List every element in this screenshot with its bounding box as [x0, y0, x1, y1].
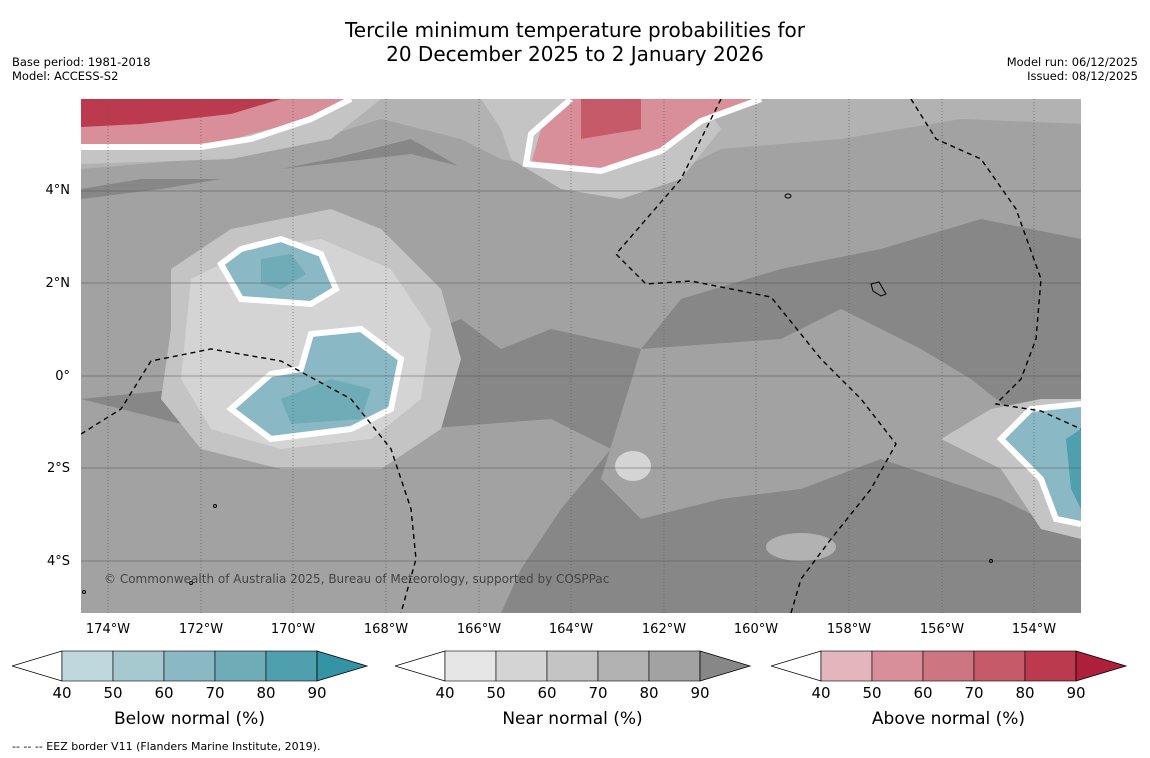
- colorbar-tick-label: 50: [486, 684, 506, 702]
- colorbar-graphic: [769, 650, 1128, 682]
- lon-label: 174°W: [85, 622, 131, 637]
- islands: [82, 193, 993, 594]
- colorbar-tick-label: 90: [307, 684, 327, 702]
- colorbar-segment: [546, 650, 599, 682]
- lon-label: 166°W: [456, 622, 502, 637]
- colorbar-segment: [820, 650, 873, 682]
- below-normal-boundary: [996, 401, 1081, 527]
- lat-label: 4°S: [46, 554, 70, 569]
- near-normal-70-patch: [766, 533, 836, 561]
- colorbar-segment: [214, 650, 267, 682]
- colorbar-tick-label: 40: [811, 684, 831, 702]
- lon-label: 160°W: [733, 622, 779, 637]
- colorbar-segment: [444, 650, 497, 682]
- near-normal-50-patch: [615, 451, 651, 481]
- near-normal-80-region: [601, 309, 1081, 539]
- colorbar-extend-high: [1075, 650, 1128, 682]
- lat-label: 0°: [55, 369, 70, 384]
- colorbar-tick-label: 60: [537, 684, 557, 702]
- lon-label: 170°W: [270, 622, 316, 637]
- colorbar: [393, 650, 752, 688]
- above-normal-boundary: [81, 99, 353, 150]
- model-run: Model run: 06/12/2025: [1006, 55, 1138, 69]
- colorbar-tick-label: 40: [52, 684, 72, 702]
- colorbar-tick-label: 50: [103, 684, 123, 702]
- eez-border: [81, 99, 1081, 613]
- colorbar-tick-label: 80: [256, 684, 276, 702]
- below-normal-boundary: [217, 235, 340, 308]
- lon-label: 172°W: [178, 622, 224, 637]
- title-line-1: Tercile minimum temperature probabilitie…: [344, 18, 806, 42]
- model-name: Model: ACCESS-S2: [12, 69, 119, 83]
- colorbar-segment: [163, 650, 216, 682]
- above-normal-region: [581, 99, 641, 139]
- colorbar-extend-high: [316, 650, 369, 682]
- colorbar-segment: [1024, 650, 1077, 682]
- colorbar-segment: [922, 650, 975, 682]
- colorbar-segment: [265, 650, 318, 682]
- base-period: Base period: 1981-2018: [12, 55, 151, 69]
- colorbar-segment: [61, 650, 114, 682]
- issued-date: Issued: 08/12/2025: [1027, 69, 1138, 83]
- colorbar-segment: [973, 650, 1026, 682]
- above-normal-boundary: [522, 99, 763, 175]
- near-normal-80-region: [81, 399, 611, 613]
- colorbar-tick-label: 70: [588, 684, 608, 702]
- lat-label: 2°N: [45, 276, 71, 291]
- colorbar-extend-high: [699, 650, 752, 682]
- colorbar-segment: [648, 650, 701, 682]
- colorbar-label: Below normal (%): [114, 709, 265, 729]
- colorbar-tick-label: 70: [964, 684, 984, 702]
- chart-title: Tercile minimum temperature probabilitie…: [0, 18, 1150, 66]
- lat-label: 2°S: [46, 461, 70, 476]
- title-line-2: 20 December 2025 to 2 January 2026: [386, 42, 764, 66]
- below-normal-region: [281, 379, 371, 424]
- copyright-notice: © Commonwealth of Australia 2025, Bureau…: [104, 572, 610, 586]
- colorbar-segment: [597, 650, 650, 682]
- below-normal-region: [1001, 404, 1081, 524]
- colorbar-tick-label: 90: [1066, 684, 1086, 702]
- colorbar-label: Above normal (%): [871, 709, 1026, 729]
- colorbar-extend-low: [769, 650, 822, 682]
- meta-right: Model run: 06/12/2025 Issued: 08/12/2025: [1007, 55, 1138, 83]
- colorbar-segment: [871, 650, 924, 682]
- lat-label: 4°N: [45, 183, 71, 198]
- colorbar: [10, 650, 369, 688]
- eez-footnote: -- -- -- EEZ border V11 (Flanders Marine…: [12, 740, 321, 753]
- lon-label: 158°W: [826, 622, 872, 637]
- lon-label: 168°W: [363, 622, 409, 637]
- colorbar: [769, 650, 1128, 688]
- colorbar-extend-low: [393, 650, 446, 682]
- colorbar-label: Near normal (%): [502, 709, 643, 729]
- latitude-lines: [81, 190, 1081, 562]
- lon-label: 156°W: [919, 622, 965, 637]
- colorbar-graphic: [10, 650, 369, 682]
- colorbar-tick-label: 80: [1015, 684, 1035, 702]
- colorbar-segment: [495, 650, 548, 682]
- colorbar-tick-label: 80: [639, 684, 659, 702]
- colorbar-tick-label: 60: [154, 684, 174, 702]
- below-normal-region: [1066, 429, 1081, 509]
- colorbar-graphic: [393, 650, 752, 682]
- meta-left: Base period: 1981-2018 Model: ACCESS-S2: [12, 55, 151, 83]
- below-normal-region: [261, 254, 306, 289]
- colorbar-tick-label: 40: [435, 684, 455, 702]
- lon-label: 164°W: [548, 622, 594, 637]
- colorbar-tick-label: 90: [690, 684, 710, 702]
- colorbar-tick-label: 60: [913, 684, 933, 702]
- below-normal-boundary: [226, 325, 405, 443]
- map-panel: [81, 99, 1081, 613]
- colorbar-tick-label: 50: [862, 684, 882, 702]
- above-normal-region: [81, 99, 281, 127]
- probability-map: [81, 99, 1081, 613]
- lon-label: 154°W: [1011, 622, 1057, 637]
- colorbar-extend-low: [10, 650, 63, 682]
- colorbar-segment: [112, 650, 165, 682]
- lon-label: 162°W: [641, 622, 687, 637]
- colorbar-tick-label: 70: [205, 684, 225, 702]
